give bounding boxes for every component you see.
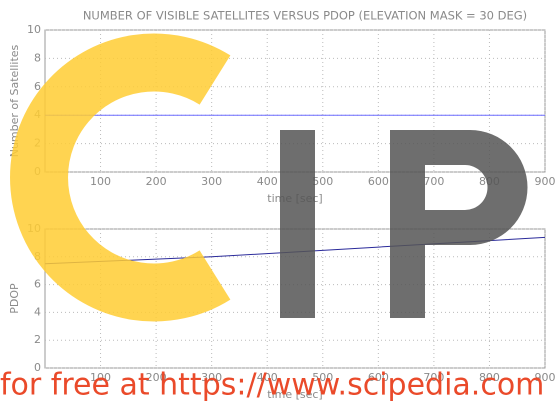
y-tick-label: 8 xyxy=(34,51,41,64)
x-tick-label: 500 xyxy=(312,371,333,384)
x-tick-label: 400 xyxy=(257,175,278,188)
y-tick-label: 6 xyxy=(34,80,41,93)
logo-c xyxy=(10,33,231,322)
y-tick-label: 10 xyxy=(27,23,41,36)
x-tick-label: 300 xyxy=(201,371,222,384)
x-tick-label: 100 xyxy=(90,175,111,188)
y-axis-label: Number of Satellites xyxy=(8,44,21,157)
x-tick-label: 700 xyxy=(423,371,444,384)
watermark-text: for free at https://www.scipedia.com xyxy=(0,368,544,403)
x-tick-label: 200 xyxy=(146,371,167,384)
x-tick-label: 100 xyxy=(90,371,111,384)
logo-p xyxy=(390,130,528,318)
x-tick-label: 600 xyxy=(368,371,389,384)
x-tick-label: 400 xyxy=(257,371,278,384)
x-tick-label: 700 xyxy=(423,175,444,188)
x-tick-label: 200 xyxy=(146,175,167,188)
x-tick-label: 900 xyxy=(535,175,556,188)
y-axis-label: PDOP xyxy=(8,283,21,314)
y-tick-label: 2 xyxy=(34,333,41,346)
x-tick-label: 300 xyxy=(201,175,222,188)
logo xyxy=(10,33,528,322)
chart-title: NUMBER OF VISIBLE SATELLITES VERSUS PDOP… xyxy=(83,9,527,23)
logo-i xyxy=(280,130,315,318)
x-tick-label: 900 xyxy=(535,371,556,384)
y-tick-label: 0 xyxy=(34,361,41,374)
y-tick-label: 4 xyxy=(34,305,41,318)
x-tick-label: 500 xyxy=(312,175,333,188)
x-axis-label: time [sec] xyxy=(267,388,322,401)
x-tick-label: 600 xyxy=(368,175,389,188)
y-tick-label: 6 xyxy=(34,278,41,291)
x-tick-label: 800 xyxy=(479,371,500,384)
